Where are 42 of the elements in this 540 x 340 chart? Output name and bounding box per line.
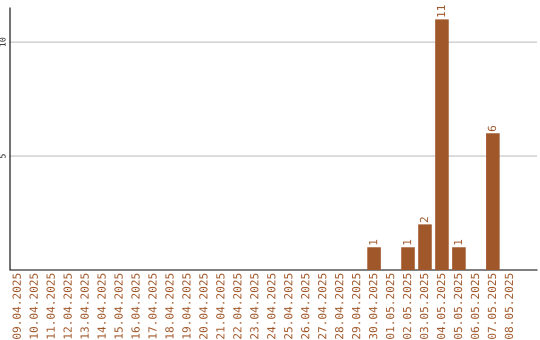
x-tick-label: 09.04.2025 <box>12 274 21 339</box>
data-label: 1 <box>454 240 462 244</box>
x-tick-label: 20.04.2025 <box>199 274 208 339</box>
x-tick-label: 22.04.2025 <box>233 274 242 339</box>
x-tick-label: 06.05.2025 <box>470 274 480 339</box>
bar <box>418 224 432 270</box>
x-tick-label: 13.04.2025 <box>80 274 89 338</box>
data-label: 6 <box>488 126 496 132</box>
x-tick-label: 23.04.2025 <box>250 274 259 339</box>
bar <box>435 19 449 270</box>
x-tick-label: 10.04.2025 <box>29 274 38 338</box>
x-tick-label: 28.04.2025 <box>334 274 344 339</box>
x-tick-label: 29.04.2025 <box>352 274 360 339</box>
bar <box>367 247 381 270</box>
data-label: 2 <box>420 217 428 222</box>
data-label: 1 <box>403 240 412 244</box>
data-label: 1 <box>369 240 378 244</box>
x-tick-label: 26.04.2025 <box>301 274 310 339</box>
bar <box>401 247 415 270</box>
x-tick-label: 17.04.2025 <box>148 274 157 338</box>
x-tick-label: 14.04.2025 <box>97 274 106 338</box>
x-tick-label: 18.04.2025 <box>165 274 174 338</box>
x-tick-label: 05.05.2025 <box>454 274 462 339</box>
x-tick-label: 07.05.2025 <box>488 274 496 339</box>
bar <box>486 133 500 270</box>
x-tick-label: 24.04.2025 <box>267 274 276 339</box>
x-tick-label: 02.05.2025 <box>402 274 412 339</box>
data-label: 11 <box>436 5 446 17</box>
x-tick-label: 30.04.2025 <box>368 274 378 339</box>
x-tick-label: 12.04.2025 <box>63 274 72 338</box>
x-tick-label: 04.05.2025 <box>436 274 446 339</box>
x-tick-label: 21.04.2025 <box>216 274 225 339</box>
x-tick-label: 19.04.2025 <box>182 274 191 338</box>
x-tick-label: 15.04.2025 <box>114 274 123 338</box>
x-tick-label: 27.04.2025 <box>318 274 326 339</box>
x-tick-label: 01.05.2025 <box>386 274 394 339</box>
x-tick-label: 03.05.2025 <box>420 274 428 339</box>
x-tick-label: 16.04.2025 <box>131 274 140 338</box>
x-tick-label: 11.04.2025 <box>46 274 55 338</box>
x-tick-label: 25.04.2025 <box>284 274 292 339</box>
x-tick-label: 08.05.2025 <box>504 274 514 339</box>
bar <box>452 247 466 270</box>
